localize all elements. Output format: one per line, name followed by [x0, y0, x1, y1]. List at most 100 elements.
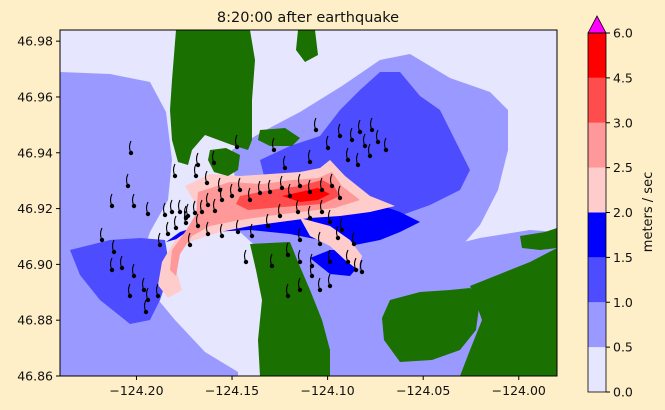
colorbar-tick-label: 1.0: [613, 295, 633, 310]
plot-frame: [59, 29, 558, 377]
y-tick-label: 46.96: [17, 89, 53, 104]
tracer-dot: [327, 283, 333, 289]
tracer-dot: [193, 173, 199, 179]
colorbar-tick-label: 2.5: [613, 160, 633, 175]
tracer-dot: [327, 219, 333, 225]
tracer-dot: [327, 259, 333, 265]
tracer-dot: [204, 180, 210, 186]
colorbar-segment: [588, 257, 606, 303]
y-tick-label: 46.88: [17, 313, 53, 328]
tracer-dot: [297, 287, 303, 293]
tracer-dot: [243, 259, 249, 265]
tracer-dot: [111, 249, 117, 255]
tracer-dot: [212, 208, 218, 214]
tracer-dot: [279, 185, 285, 191]
tracer-dot: [339, 227, 345, 233]
y-tick-label: 46.98: [17, 34, 53, 49]
tracer-dot: [128, 150, 134, 156]
tracer-dot: [172, 173, 178, 179]
tracer-dot: [357, 129, 363, 135]
x-tick-label: −124.00: [492, 383, 546, 398]
tracer-dot: [362, 143, 368, 149]
tracer-dot: [369, 127, 375, 133]
tracer-dot: [169, 209, 175, 215]
tracer-dot: [125, 183, 131, 189]
tracer-dot: [157, 242, 163, 248]
tracer-dot: [297, 259, 303, 265]
y-tick-label: 46.94: [17, 145, 53, 160]
tracer-dot: [351, 241, 357, 247]
tracer-dot: [337, 195, 343, 201]
x-tick-label: −124.20: [109, 383, 163, 398]
tracer-dot: [235, 229, 241, 235]
tracer-dot: [131, 273, 137, 279]
tracer-dot: [141, 287, 147, 293]
tracer-dot: [187, 242, 193, 248]
tracer-dot: [247, 197, 253, 203]
tracer-dot: [349, 137, 355, 143]
tracer-dot: [99, 237, 105, 243]
tracer-dot: [109, 267, 115, 273]
colorbar-segment: [588, 77, 606, 123]
colorbar-tick-label: 4.5: [613, 70, 633, 85]
tracer-dot: [282, 165, 288, 171]
tracer-dot: [219, 233, 225, 239]
north-islands-land: [258, 30, 318, 146]
tracer-dot: [211, 160, 217, 166]
tracer-dot: [205, 202, 211, 208]
tracer-dot: [195, 162, 201, 168]
tracer-dot: [287, 193, 293, 199]
colorbar: 0.0 0.5 1.0 1.5 2.0 2.5 3.0 4.5 6.0: [587, 15, 633, 400]
tracer-dot: [337, 133, 343, 139]
tracer-dot: [234, 144, 240, 150]
tracer-dot: [109, 203, 115, 209]
colorbar-tick-label: 2.0: [613, 205, 633, 220]
east-land-strip: [520, 228, 557, 250]
tracer-dot: [199, 209, 205, 215]
x-axis: −124.20 −124.15 −124.10 −124.05 −124.00: [109, 376, 546, 398]
tracer-dot: [317, 287, 323, 293]
tracer-dot: [345, 157, 351, 163]
y-tick-label: 46.90: [17, 257, 53, 272]
tracer-dot: [265, 223, 271, 229]
tracer-dot: [229, 193, 235, 199]
tracer-dot: [319, 187, 325, 193]
tracer-dot: [177, 209, 183, 215]
tracer-dot: [297, 237, 303, 243]
tracer-dot: [219, 197, 225, 203]
tracer-dot: [145, 297, 151, 303]
colorbar-segment: [588, 347, 606, 392]
colorbar-tick-label: 0.0: [613, 385, 633, 400]
tracer-dot: [145, 211, 151, 217]
x-tick-label: −124.15: [205, 383, 259, 398]
colorbar-segment: [588, 212, 606, 258]
tracer-dot: [367, 153, 373, 159]
tracer-dot: [355, 162, 361, 168]
tracer-dot: [192, 210, 198, 216]
colorbar-segment: [588, 167, 606, 213]
tracer-dot: [183, 220, 189, 226]
tracer-dot: [307, 189, 313, 195]
tracer-dot: [307, 215, 313, 221]
tracer-dot: [277, 213, 283, 219]
north-peninsula-land: [170, 30, 255, 165]
tracer-dot: [119, 265, 125, 271]
colorbar-tick-label: 1.5: [613, 250, 633, 265]
tracer-dot: [329, 183, 335, 189]
tracer-markers: [99, 117, 389, 315]
tracer-dot: [353, 267, 359, 273]
tracer-dot: [295, 209, 301, 215]
tracer-dot: [183, 215, 189, 221]
tracer-dot: [313, 127, 319, 133]
colorbar-tick-label: 6.0: [613, 26, 633, 41]
fast-current-channel: [166, 205, 420, 246]
colorbar-segment: [588, 33, 606, 78]
y-axis: 46.86 46.88 46.90 46.92 46.94 46.96 46.98: [17, 34, 60, 384]
colorbar-tick-label: 0.5: [613, 340, 633, 355]
tracer-dot: [267, 189, 273, 195]
tracer-dot: [237, 187, 243, 193]
colorbar-tick-label: 3.0: [613, 115, 633, 130]
tracer-dot: [335, 235, 341, 241]
tracer-dot: [271, 147, 277, 153]
tracer-dot: [127, 293, 133, 299]
